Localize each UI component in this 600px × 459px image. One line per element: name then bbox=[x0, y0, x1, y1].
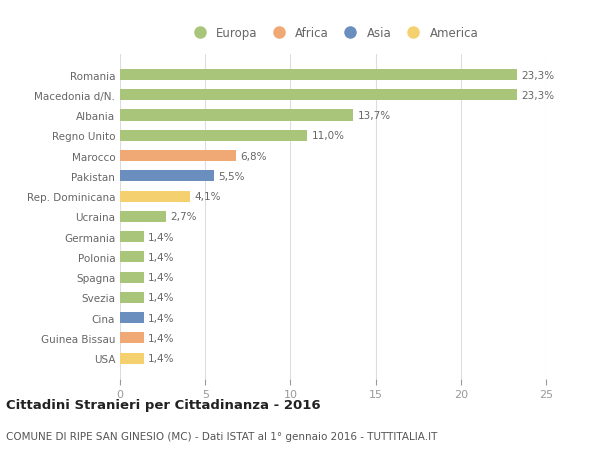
Bar bbox=[120, 252, 144, 263]
Text: 1,4%: 1,4% bbox=[148, 273, 175, 283]
Text: 13,7%: 13,7% bbox=[358, 111, 391, 121]
Text: 1,4%: 1,4% bbox=[148, 313, 175, 323]
Bar bbox=[120, 211, 166, 223]
Text: 1,4%: 1,4% bbox=[148, 252, 175, 262]
Bar bbox=[120, 70, 517, 81]
Text: 1,4%: 1,4% bbox=[148, 333, 175, 343]
Text: COMUNE DI RIPE SAN GINESIO (MC) - Dati ISTAT al 1° gennaio 2016 - TUTTITALIA.IT: COMUNE DI RIPE SAN GINESIO (MC) - Dati I… bbox=[6, 431, 437, 441]
Bar bbox=[120, 90, 517, 101]
Bar bbox=[120, 313, 144, 324]
Bar bbox=[120, 151, 236, 162]
Text: 2,7%: 2,7% bbox=[170, 212, 197, 222]
Text: Cittadini Stranieri per Cittadinanza - 2016: Cittadini Stranieri per Cittadinanza - 2… bbox=[6, 398, 320, 411]
Bar bbox=[120, 130, 307, 141]
Text: 1,4%: 1,4% bbox=[148, 293, 175, 303]
Text: 11,0%: 11,0% bbox=[312, 131, 344, 141]
Text: 23,3%: 23,3% bbox=[521, 70, 554, 80]
Bar bbox=[120, 272, 144, 283]
Bar bbox=[120, 333, 144, 344]
Text: 4,1%: 4,1% bbox=[194, 192, 221, 202]
Bar bbox=[120, 353, 144, 364]
Text: 1,4%: 1,4% bbox=[148, 353, 175, 364]
Bar bbox=[120, 171, 214, 182]
Text: 5,5%: 5,5% bbox=[218, 172, 244, 181]
Legend: Europa, Africa, Asia, America: Europa, Africa, Asia, America bbox=[184, 24, 482, 44]
Bar bbox=[120, 292, 144, 303]
Text: 23,3%: 23,3% bbox=[521, 90, 554, 101]
Bar bbox=[120, 110, 353, 121]
Bar bbox=[120, 231, 144, 243]
Text: 6,8%: 6,8% bbox=[240, 151, 266, 161]
Bar bbox=[120, 191, 190, 202]
Text: 1,4%: 1,4% bbox=[148, 232, 175, 242]
